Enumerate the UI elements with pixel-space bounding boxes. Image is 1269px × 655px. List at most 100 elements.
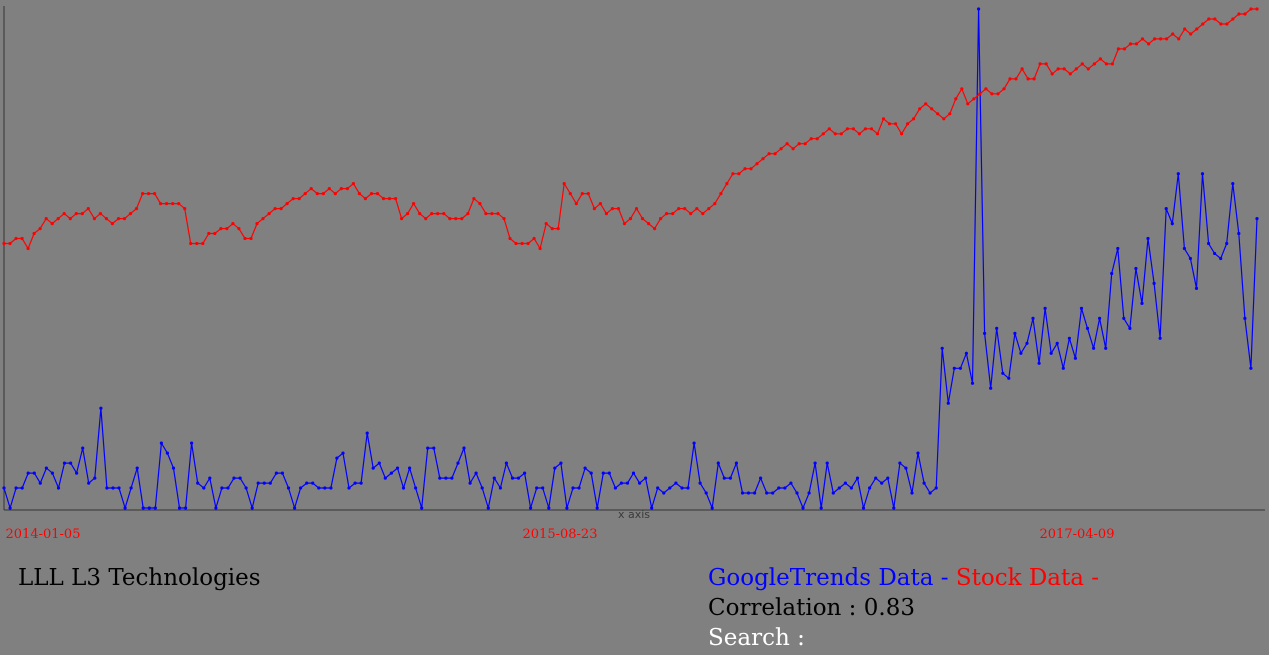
data-point	[99, 406, 103, 410]
data-point	[1079, 306, 1084, 310]
data-point	[1116, 246, 1120, 251]
data-point	[863, 127, 868, 131]
data-point	[177, 506, 182, 510]
data-point	[353, 481, 357, 485]
data-point	[680, 486, 684, 490]
data-point	[906, 122, 910, 126]
data-point	[104, 217, 108, 221]
data-point	[580, 192, 584, 196]
data-point	[62, 461, 67, 465]
data-point	[773, 152, 777, 156]
data-point	[1213, 251, 1217, 256]
data-point	[189, 241, 193, 246]
data-point	[777, 486, 781, 490]
data-point	[50, 222, 54, 226]
data-point	[692, 441, 696, 445]
data-point	[213, 231, 217, 236]
data-point	[299, 486, 303, 490]
data-point	[498, 486, 502, 490]
data-point	[87, 481, 91, 485]
data-point	[952, 366, 956, 370]
data-point	[153, 506, 157, 510]
data-point	[983, 331, 987, 335]
data-point	[934, 486, 938, 490]
data-point	[293, 506, 297, 510]
data-point	[1165, 37, 1169, 41]
data-point	[484, 212, 488, 216]
data-point	[577, 486, 581, 490]
data-point	[480, 486, 484, 490]
data-point	[674, 481, 678, 485]
data-point	[383, 476, 387, 480]
data-point	[809, 137, 813, 141]
data-point	[851, 127, 856, 131]
data-point	[32, 471, 36, 475]
data-point	[231, 222, 235, 226]
data-point	[1098, 57, 1102, 61]
legend-stock-label: Stock Data -	[955, 565, 1100, 591]
data-point	[1007, 376, 1011, 380]
data-point	[26, 246, 30, 251]
data-point	[1164, 207, 1168, 211]
data-point	[689, 212, 693, 216]
data-point	[159, 441, 163, 445]
data-point	[619, 481, 624, 485]
data-point	[916, 451, 920, 455]
data-point	[371, 466, 375, 470]
data-point	[26, 471, 30, 475]
data-point	[20, 236, 24, 241]
data-point	[347, 486, 351, 490]
data-point	[592, 207, 597, 211]
data-point	[928, 491, 932, 495]
data-point	[1194, 286, 1199, 290]
data-point	[874, 476, 878, 480]
data-point	[460, 217, 464, 221]
data-point	[734, 461, 739, 465]
data-point	[1140, 301, 1144, 305]
data-point	[357, 192, 361, 196]
data-point	[686, 486, 690, 490]
data-point	[363, 197, 367, 201]
series-layer	[2, 7, 1259, 511]
data-point	[1189, 32, 1193, 36]
data-point	[803, 142, 807, 146]
data-point	[990, 92, 994, 96]
data-point	[640, 217, 645, 221]
data-point	[972, 97, 976, 101]
data-point	[196, 481, 200, 485]
data-point	[556, 227, 560, 231]
data-point	[695, 207, 699, 211]
data-point	[1231, 17, 1235, 21]
search-label: Search :	[708, 625, 805, 651]
data-point	[749, 167, 753, 171]
data-point	[912, 117, 916, 121]
data-point	[761, 157, 765, 161]
data-point	[1056, 67, 1060, 71]
data-point	[995, 326, 999, 330]
data-point	[904, 466, 908, 470]
data-point	[595, 506, 599, 510]
data-point	[785, 142, 789, 146]
data-point	[1237, 231, 1241, 236]
data-point	[195, 241, 199, 246]
data-point	[321, 192, 325, 196]
data-point	[1159, 37, 1163, 41]
data-point	[644, 476, 648, 480]
data-point	[795, 491, 799, 495]
data-point	[237, 227, 241, 231]
data-point	[740, 491, 745, 495]
data-point	[436, 212, 440, 216]
data-point	[341, 451, 345, 455]
data-point	[80, 212, 84, 216]
data-point	[1225, 22, 1229, 26]
data-point	[1201, 22, 1205, 26]
data-point	[238, 476, 242, 480]
data-point	[202, 486, 206, 490]
data-point	[659, 217, 663, 221]
data-point	[541, 486, 545, 490]
data-point	[134, 207, 139, 211]
series-1	[2, 7, 1259, 251]
data-point	[837, 486, 841, 490]
data-point	[8, 241, 12, 246]
data-point	[129, 486, 133, 490]
